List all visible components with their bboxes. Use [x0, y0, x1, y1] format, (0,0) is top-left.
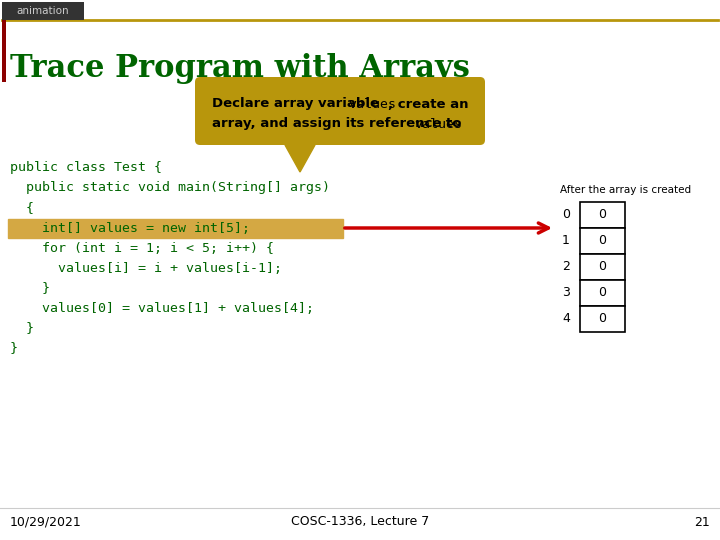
Text: Declare array variable: Declare array variable — [212, 98, 384, 111]
FancyBboxPatch shape — [195, 77, 485, 145]
Text: values: values — [414, 118, 462, 131]
Text: }: } — [10, 321, 34, 334]
Text: array, and assign its reference to: array, and assign its reference to — [212, 118, 466, 131]
Text: 0: 0 — [598, 313, 606, 326]
Bar — [2, 20, 6, 82]
Text: }: } — [10, 281, 50, 294]
Text: 0: 0 — [598, 234, 606, 247]
Polygon shape — [285, 145, 315, 172]
Text: 0: 0 — [598, 260, 606, 273]
Text: 3: 3 — [562, 287, 570, 300]
Text: public class Test {: public class Test { — [10, 161, 162, 174]
Text: 0: 0 — [562, 208, 570, 221]
Text: 1: 1 — [562, 234, 570, 247]
Bar — [580, 228, 625, 254]
Text: values: values — [348, 98, 396, 111]
Bar — [580, 202, 625, 228]
Text: animation: animation — [17, 6, 69, 16]
Text: public static void main(String[] args): public static void main(String[] args) — [10, 181, 330, 194]
Text: values[0] = values[1] + values[4];: values[0] = values[1] + values[4]; — [10, 301, 314, 314]
Text: 10/29/2021: 10/29/2021 — [10, 516, 82, 529]
FancyBboxPatch shape — [2, 2, 84, 20]
Text: 0: 0 — [598, 287, 606, 300]
Text: 0: 0 — [598, 208, 606, 221]
Text: 21: 21 — [694, 516, 710, 529]
Text: COSC-1336, Lecture 7: COSC-1336, Lecture 7 — [291, 516, 429, 529]
Text: 2: 2 — [562, 260, 570, 273]
Bar — [580, 254, 625, 280]
Text: After the array is created: After the array is created — [560, 185, 691, 195]
Text: Trace Program with Arrays: Trace Program with Arrays — [10, 52, 470, 84]
Text: {: { — [10, 201, 34, 214]
Text: , create an: , create an — [388, 98, 469, 111]
Text: int[] values = new int[5];: int[] values = new int[5]; — [10, 221, 250, 234]
Bar — [580, 306, 625, 332]
Text: }: } — [10, 341, 18, 354]
Bar — [580, 280, 625, 306]
Text: values[i] = i + values[i-1];: values[i] = i + values[i-1]; — [10, 261, 282, 274]
Text: for (int i = 1; i < 5; i++) {: for (int i = 1; i < 5; i++) { — [10, 241, 274, 254]
Bar — [8, 219, 343, 238]
Text: 4: 4 — [562, 313, 570, 326]
